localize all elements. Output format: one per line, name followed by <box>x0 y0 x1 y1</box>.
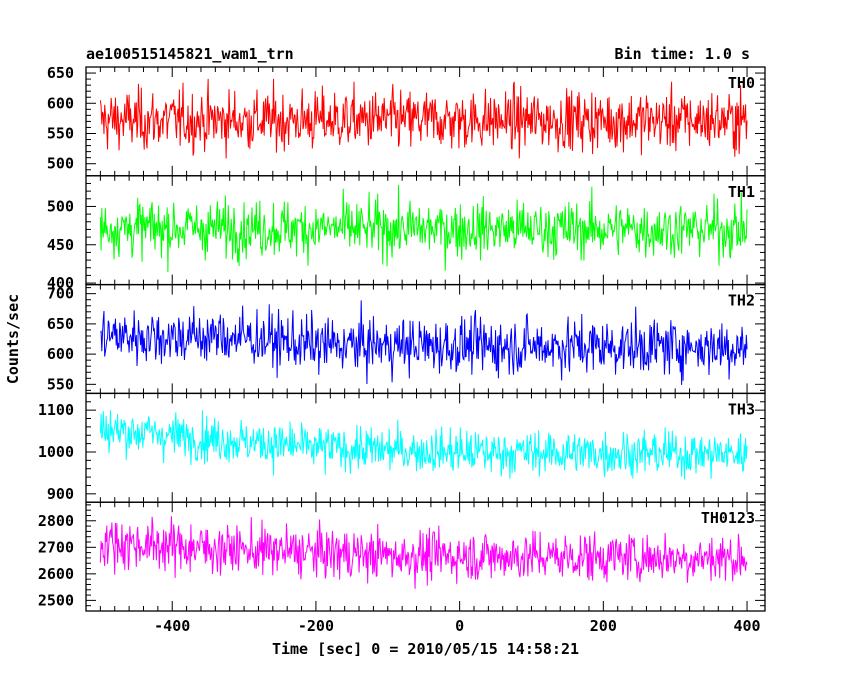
y-tick-label: 2600 <box>38 565 74 583</box>
x-tick-label: 200 <box>590 617 617 635</box>
x-tick-label: -200 <box>298 617 334 635</box>
x-axis-title: Time [sec] 0 = 2010/05/15 14:58:21 <box>272 640 579 658</box>
panel-th2: 550 600 650 700 TH2 <box>47 283 766 395</box>
panel-th0: 500 550 600 650 TH0 <box>47 64 766 177</box>
y-tick-label: 650 <box>47 64 74 82</box>
y-tick-label: 900 <box>47 485 74 503</box>
panel-th1: 400 450 500 TH1 <box>47 175 766 292</box>
y-tick-label: 600 <box>47 94 74 112</box>
y-tick-label: 1000 <box>38 443 74 461</box>
series-line-th0123 <box>99 516 748 589</box>
y-tick-label: 500 <box>47 197 74 215</box>
y-tick-label: 2700 <box>38 538 74 556</box>
y-tick-label: 600 <box>47 345 74 363</box>
panel-frame <box>85 501 766 612</box>
y-tick-label: 2800 <box>38 512 74 530</box>
panel-label: TH2 <box>728 292 755 310</box>
y-tick-label: 2500 <box>38 591 74 609</box>
series-line-th0 <box>99 78 748 159</box>
y-tick-label: 700 <box>47 285 74 303</box>
y-tick-label: 450 <box>47 236 74 254</box>
x-tick-label: 400 <box>733 617 760 635</box>
y-tick-label: 1100 <box>38 401 74 419</box>
panel-th0123: 2500 2600 2700 2800 TH0123 <box>38 501 766 612</box>
chart-title: ae100515145821_wam1_trn <box>86 45 294 63</box>
panel-th3: 900 1000 1100 TH3 <box>38 392 766 503</box>
panel-label: TH3 <box>728 400 755 418</box>
x-tick-label: -400 <box>154 617 190 635</box>
x-tick-label: 0 <box>455 617 464 635</box>
panel-label: TH0123 <box>701 509 755 527</box>
y-tick-label: 400 <box>47 274 74 292</box>
series-line-th3 <box>99 410 748 480</box>
y-tick-label: 500 <box>47 155 74 173</box>
y-axis-title: Counts/sec <box>4 294 22 384</box>
y-tick-label: 550 <box>47 375 74 393</box>
series-line-th1 <box>99 184 748 273</box>
panel-label: TH1 <box>728 183 755 201</box>
bin-time-label: Bin time: 1.0 s <box>615 45 750 63</box>
series-line-th2 <box>99 300 748 385</box>
y-tick-label: 650 <box>47 315 74 333</box>
y-tick-label: 550 <box>47 124 74 142</box>
panel-label: TH0 <box>728 74 755 92</box>
